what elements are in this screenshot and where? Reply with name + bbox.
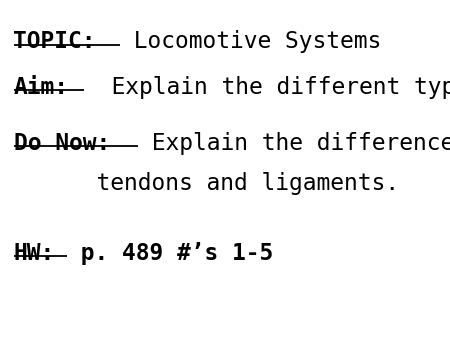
Text: Locomotive Systems: Locomotive Systems — [120, 30, 381, 53]
Text: Explain the difference between: Explain the difference between — [138, 132, 450, 155]
Text: HW:: HW: — [14, 242, 55, 265]
Text: Explain the different types of joints.: Explain the different types of joints. — [85, 76, 450, 99]
Text: tendons and ligaments.: tendons and ligaments. — [14, 172, 399, 195]
Text: p. 489 #’s 1-5: p. 489 #’s 1-5 — [67, 242, 273, 265]
Text: Aim:: Aim: — [14, 76, 68, 99]
Text: Do Now:: Do Now: — [14, 132, 110, 155]
Text: TOPIC:: TOPIC: — [14, 30, 96, 53]
